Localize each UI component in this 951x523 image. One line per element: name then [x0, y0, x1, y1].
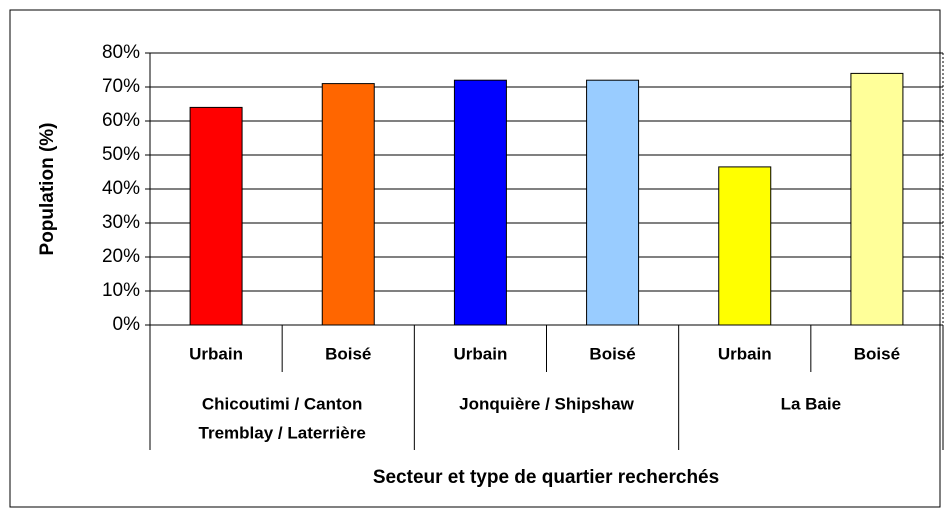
- group-label: La Baie: [781, 394, 841, 413]
- bar: [586, 79, 640, 326]
- group-label: Jonquière / Shipshaw: [459, 394, 635, 413]
- x-tick-label: Boisé: [854, 344, 900, 363]
- bar: [718, 166, 772, 326]
- x-tick-label: Boisé: [589, 344, 635, 363]
- y-tick-label: 30%: [102, 212, 140, 233]
- x-tick-label: Urbain: [718, 344, 772, 363]
- x-tick-label: Urbain: [189, 344, 243, 363]
- group-label: Chicoutimi / Canton: [202, 394, 363, 413]
- bar: [850, 72, 904, 326]
- y-tick-label: 10%: [102, 280, 140, 301]
- x-axis-label: Secteur et type de quartier recherchés: [373, 467, 719, 488]
- y-tick-label: 80%: [102, 42, 140, 63]
- y-tick-label: 40%: [102, 178, 140, 199]
- y-tick-label: 60%: [102, 110, 140, 131]
- bar: [321, 83, 375, 326]
- y-axis-label: Population (%): [37, 123, 58, 256]
- y-tick-label: 50%: [102, 144, 140, 165]
- y-tick-label: 70%: [102, 76, 140, 97]
- bar: [189, 106, 243, 326]
- y-tick-label: 0%: [113, 314, 141, 335]
- x-tick-label: Boisé: [325, 344, 371, 363]
- bar: [453, 79, 507, 326]
- x-tick-label: Urbain: [453, 344, 507, 363]
- y-tick-label: 20%: [102, 246, 140, 267]
- group-label: Tremblay / Laterrière: [199, 423, 366, 442]
